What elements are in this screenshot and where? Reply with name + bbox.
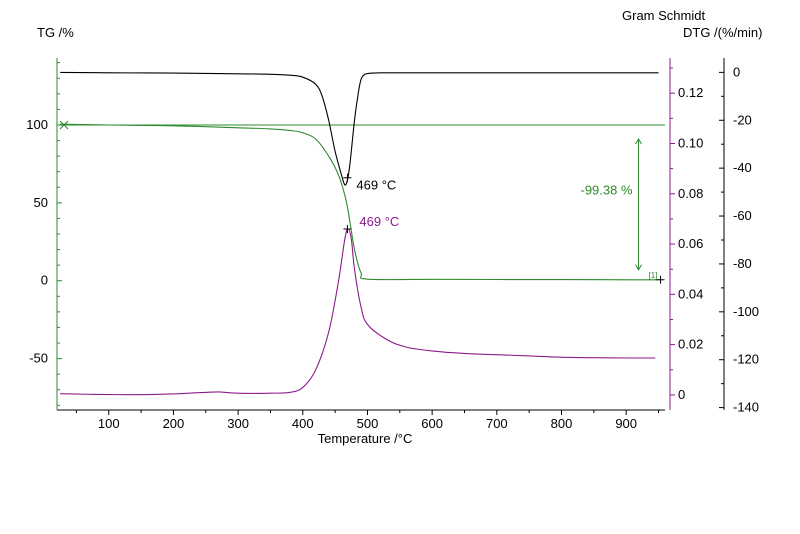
- dtg-peak-marker: [343, 173, 352, 182]
- dtg-tick-label: -120: [733, 352, 759, 367]
- gram-schmidt-tick-label: 0: [678, 387, 685, 402]
- step-index-label: [1]: [649, 271, 658, 280]
- x-tick-label: 800: [551, 416, 573, 431]
- x-tick-label: 900: [615, 416, 637, 431]
- tg-tick-label: -50: [29, 351, 48, 366]
- step-end-marker: [656, 275, 665, 284]
- gram-schmidt-tick-label: 0.12: [678, 85, 703, 100]
- series-layer: [57, 71, 665, 396]
- gram-schmidt-tick-label: 0.06: [678, 236, 703, 251]
- x-tick-label: 300: [227, 416, 249, 431]
- x-tick-label: 400: [292, 416, 314, 431]
- dtg-tick-label: -140: [733, 400, 759, 415]
- x-tick-label: 100: [98, 416, 120, 431]
- mass-loss-label: -99.38 %: [580, 182, 632, 197]
- x-tick-label: 600: [421, 416, 443, 431]
- step-arrow-bottom: [635, 264, 642, 271]
- x-tick-label: 200: [163, 416, 185, 431]
- gram-schmidt-peak-label: 469 °C: [359, 214, 399, 229]
- gram-schmidt-axis-title: Gram Schmidt: [622, 8, 705, 23]
- x-axis-title: Temperature /°C: [318, 431, 413, 446]
- gram-schmidt-tick-label: 0.02: [678, 337, 703, 352]
- dtg-tick-label: -80: [733, 256, 752, 271]
- gram-schmidt-tick-label: 0.10: [678, 135, 703, 150]
- tg-tick-label: 100: [26, 117, 48, 132]
- tg-tick-label: 0: [41, 273, 48, 288]
- x-tick-label: 700: [486, 416, 508, 431]
- dtg-axis-title: DTG /(%/min): [683, 25, 762, 40]
- gram-schmidt-tick-label: 0.04: [678, 286, 703, 301]
- step-arrow-top: [635, 138, 642, 145]
- annotation-layer: 469 °C 469 °C -99.38 % [1]: [343, 138, 665, 284]
- dtg-tick-label: -60: [733, 208, 752, 223]
- dtg-tick-label: -20: [733, 112, 752, 127]
- reference-start-marker: [59, 120, 69, 130]
- dtg-tick-label: 0: [733, 64, 740, 79]
- x-tick-label: 500: [357, 416, 379, 431]
- gram-schmidt-curve: [60, 228, 656, 396]
- tg-axis-title: TG /%: [37, 25, 74, 40]
- dtg-tick-label: -40: [733, 160, 752, 175]
- gram-schmidt-tick-label: 0.08: [678, 186, 703, 201]
- dtg-tick-label: -100: [733, 304, 759, 319]
- tg-curve: [60, 123, 659, 281]
- dtg-peak-label: 469 °C: [356, 178, 396, 193]
- gram-schmidt-peak-marker: [343, 224, 352, 233]
- dtg-curve: [60, 71, 659, 186]
- tg-tick-label: 50: [34, 195, 48, 210]
